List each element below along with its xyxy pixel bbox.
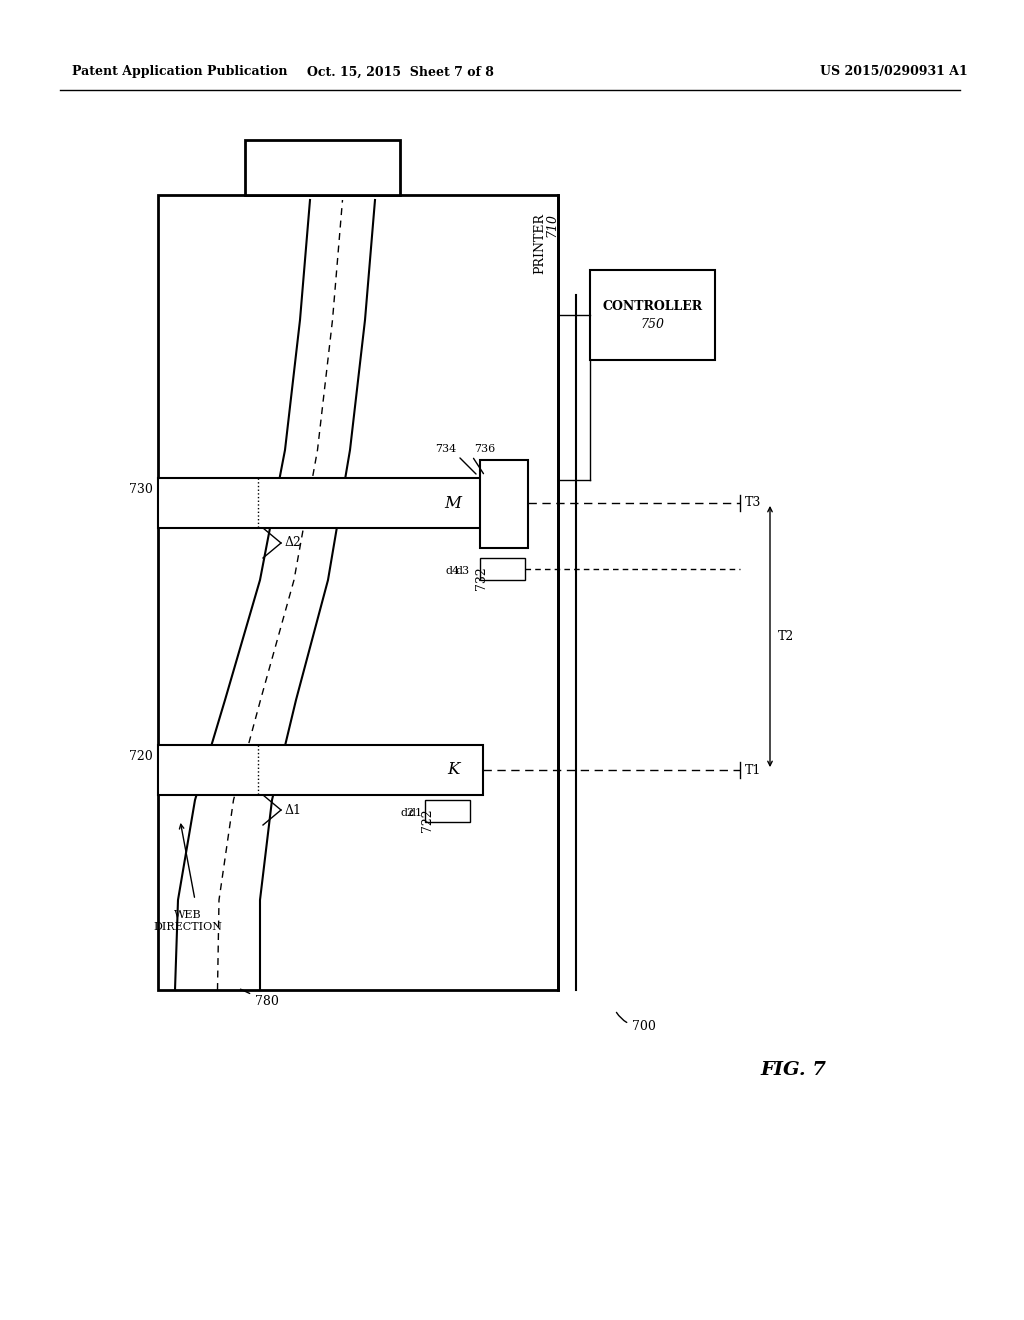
Text: 700: 700 bbox=[616, 1012, 656, 1034]
Bar bbox=[158, 195, 558, 990]
Text: 736: 736 bbox=[474, 444, 496, 454]
Bar bbox=[425, 800, 470, 822]
Text: 780: 780 bbox=[241, 989, 279, 1008]
Text: US 2015/0290931 A1: US 2015/0290931 A1 bbox=[820, 66, 968, 78]
Text: 750: 750 bbox=[640, 318, 665, 331]
Text: 710: 710 bbox=[546, 213, 558, 238]
Text: T1: T1 bbox=[745, 763, 762, 776]
Text: K: K bbox=[446, 762, 459, 779]
Bar bbox=[480, 558, 525, 579]
Text: Patent Application Publication: Patent Application Publication bbox=[72, 66, 288, 78]
Text: d1: d1 bbox=[409, 808, 423, 818]
Bar bbox=[158, 478, 483, 528]
Text: d4: d4 bbox=[445, 566, 460, 576]
Text: 730: 730 bbox=[129, 483, 153, 496]
Text: FIG. 7: FIG. 7 bbox=[760, 1061, 826, 1078]
Text: 722: 722 bbox=[421, 808, 433, 832]
Text: M: M bbox=[444, 495, 462, 511]
Bar bbox=[245, 140, 400, 195]
Text: T3: T3 bbox=[745, 496, 762, 510]
Text: T2: T2 bbox=[778, 630, 795, 643]
Text: WEB
DIRECTION: WEB DIRECTION bbox=[154, 909, 222, 932]
Bar bbox=[590, 271, 715, 360]
Text: 720: 720 bbox=[129, 750, 153, 763]
Bar bbox=[158, 744, 483, 795]
Text: CONTROLLER: CONTROLLER bbox=[602, 301, 702, 314]
Text: d2: d2 bbox=[400, 808, 415, 818]
Text: 734: 734 bbox=[435, 444, 456, 454]
Text: Δ1: Δ1 bbox=[285, 804, 302, 817]
Text: PRINTER: PRINTER bbox=[534, 213, 547, 275]
Text: Δ2: Δ2 bbox=[285, 536, 302, 549]
Text: Oct. 15, 2015  Sheet 7 of 8: Oct. 15, 2015 Sheet 7 of 8 bbox=[306, 66, 494, 78]
Bar bbox=[480, 459, 528, 548]
Text: d3: d3 bbox=[456, 566, 470, 576]
Text: 732: 732 bbox=[475, 566, 488, 590]
